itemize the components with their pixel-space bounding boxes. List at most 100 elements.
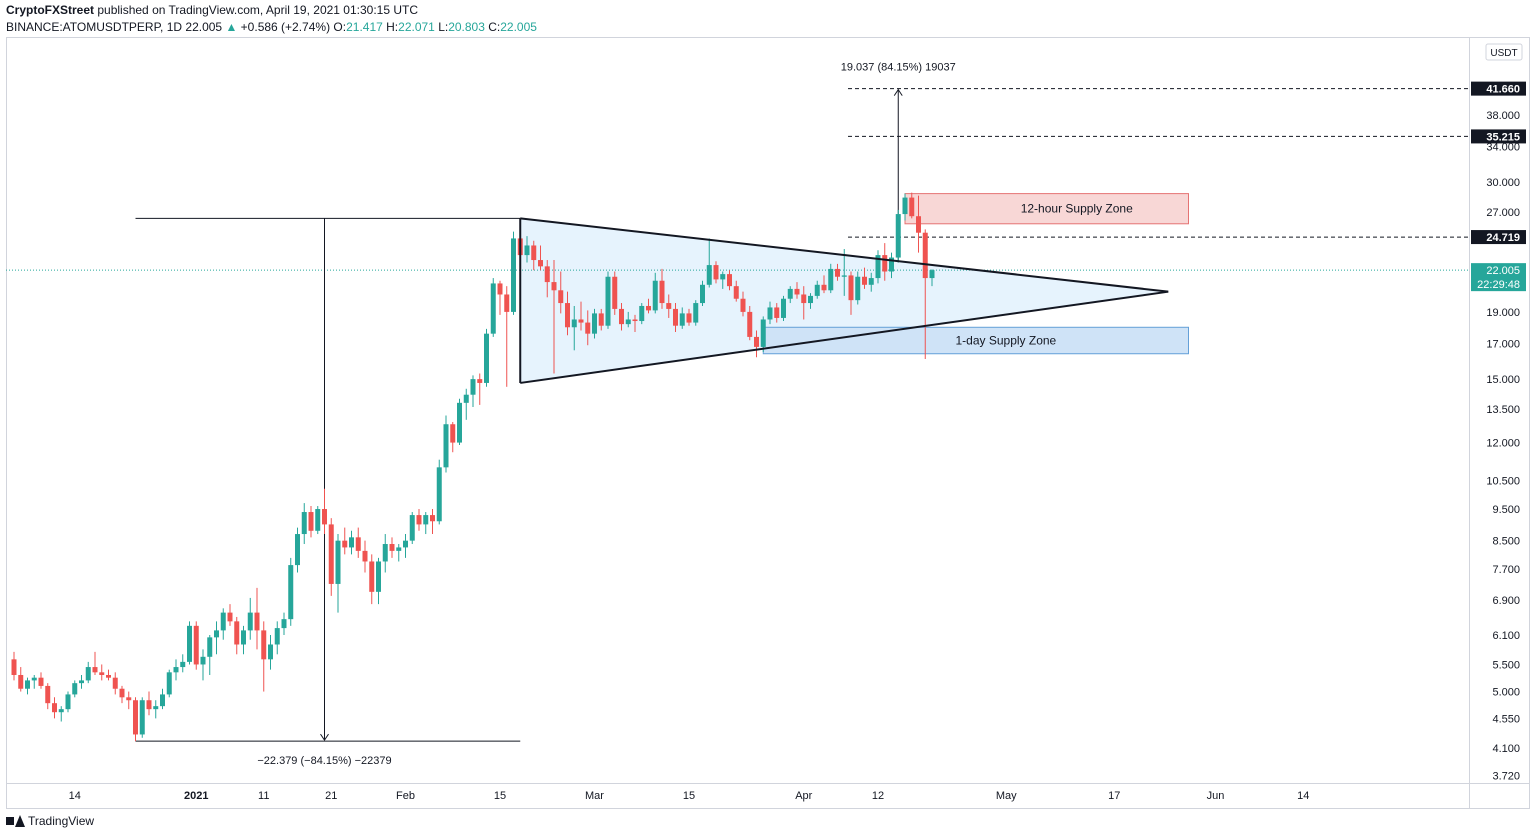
candle-body <box>18 674 24 689</box>
candle-body <box>463 394 469 403</box>
candle-body <box>497 283 503 295</box>
candle-body <box>355 537 361 551</box>
candle-body <box>646 305 651 311</box>
candle-body <box>511 238 516 312</box>
candle-body <box>538 260 543 267</box>
candle-body <box>241 630 246 645</box>
candle-body <box>565 303 570 328</box>
price-tick-label: 9.500 <box>1492 504 1520 516</box>
time-tick-label: Mar <box>585 790 604 802</box>
candle-body <box>909 197 915 217</box>
candle-body <box>801 294 807 304</box>
candle-body <box>11 659 17 675</box>
measure-up-label: 19.037 (84.15%) 19037 <box>841 62 956 74</box>
candle-body <box>558 290 564 304</box>
currency-badge[interactable] <box>1485 43 1523 61</box>
candle-body <box>902 197 908 215</box>
time-tick-label: 15 <box>494 790 506 802</box>
candle-body <box>328 524 334 584</box>
footer-brand: TradingView <box>6 814 94 828</box>
candle-body <box>760 319 766 347</box>
candle-body <box>92 667 98 673</box>
candle-body <box>916 216 921 233</box>
candle-body <box>139 700 145 735</box>
triangle-trendline-2 <box>520 290 1169 384</box>
candle-body <box>173 667 179 673</box>
candle-body <box>153 706 159 710</box>
candle-body <box>808 295 813 304</box>
candle-body <box>376 561 381 592</box>
chart-frame[interactable]: 12-hour Supply Zone 1-day Supply Zone −22.… <box>6 37 1530 809</box>
candle-body <box>288 565 294 620</box>
candle-body <box>450 424 456 443</box>
author-name[interactable]: CryptoFXStreet <box>6 3 95 17</box>
chart-border <box>6 37 1530 809</box>
candle-body <box>686 313 692 323</box>
candle-body <box>214 630 219 638</box>
brand-name: TradingView <box>28 814 95 828</box>
candle-body <box>706 265 712 285</box>
candle-body <box>679 313 685 326</box>
candle-body <box>895 214 901 258</box>
last-price-tag-label: 22.005 <box>1486 265 1520 277</box>
candle-body <box>166 672 172 695</box>
candle-body <box>828 268 834 291</box>
triangle-pattern-fill <box>520 218 1169 383</box>
price-tick-label: 6.100 <box>1492 630 1520 642</box>
low-label: L: <box>438 20 449 34</box>
candle-body <box>713 265 719 280</box>
candle-body <box>551 282 557 291</box>
bar-countdown-label: 22:29:48 <box>1477 279 1520 291</box>
supply-zone-2[interactable] <box>762 326 1189 355</box>
candle-body <box>490 283 496 334</box>
candle-body <box>868 278 874 285</box>
price-chart[interactable]: 12-hour Supply Zone 1-day Supply Zone −22.… <box>6 37 1530 809</box>
candle-body <box>862 276 867 285</box>
candle-body <box>416 515 422 525</box>
candle-body <box>781 298 786 318</box>
candle-body <box>821 284 827 291</box>
time-tick-label: Jun <box>1207 790 1225 802</box>
candle-body <box>234 621 240 645</box>
symbol-name[interactable]: BINANCE:ATOMUSDTPERP, 1D <box>6 20 183 34</box>
candle-body <box>268 644 273 660</box>
candle-body <box>200 656 206 665</box>
open-label: O: <box>333 20 347 34</box>
time-tick-label: 15 <box>683 790 695 802</box>
candle-body <box>470 379 476 395</box>
candle-body <box>227 612 233 622</box>
price-tick-label: 3.720 <box>1492 771 1520 783</box>
time-tick-label: 11 <box>258 790 269 802</box>
candle-body <box>598 313 604 326</box>
change-up-icon: ▲ <box>225 20 238 34</box>
candle-body <box>835 268 840 277</box>
time-tick-label: 2021 <box>184 790 208 802</box>
candle-body <box>727 274 732 287</box>
price-tick-label: 12.000 <box>1486 438 1520 450</box>
candle-body <box>787 288 793 299</box>
measure-down-arrowhead <box>320 733 329 742</box>
candle-body <box>38 677 44 686</box>
candle-body <box>247 612 253 631</box>
candle-body <box>342 540 348 548</box>
candle-body <box>322 509 327 525</box>
candle-body <box>659 280 665 304</box>
candle-body <box>639 305 645 322</box>
time-tick-label: Feb <box>396 790 415 802</box>
candle-body <box>922 232 928 279</box>
publish-info: published on TradingView.com, April 19, … <box>97 3 419 17</box>
candle-body <box>65 694 71 710</box>
candle-body <box>767 307 773 320</box>
candle-body <box>875 255 881 279</box>
candle-body <box>632 319 638 322</box>
candle-body <box>504 294 510 312</box>
candle-body <box>389 544 395 551</box>
open-value: 21.417 <box>346 20 383 34</box>
symbol-line: BINANCE:ATOMUSDTPERP, 1D 22.005 ▲ +0.586… <box>6 20 537 34</box>
candle-body <box>99 672 105 675</box>
candle-body <box>369 561 375 592</box>
level-price-tag <box>1471 230 1526 245</box>
candle-body <box>349 537 354 548</box>
candle-body <box>58 709 64 713</box>
high-value: 22.071 <box>398 20 435 34</box>
